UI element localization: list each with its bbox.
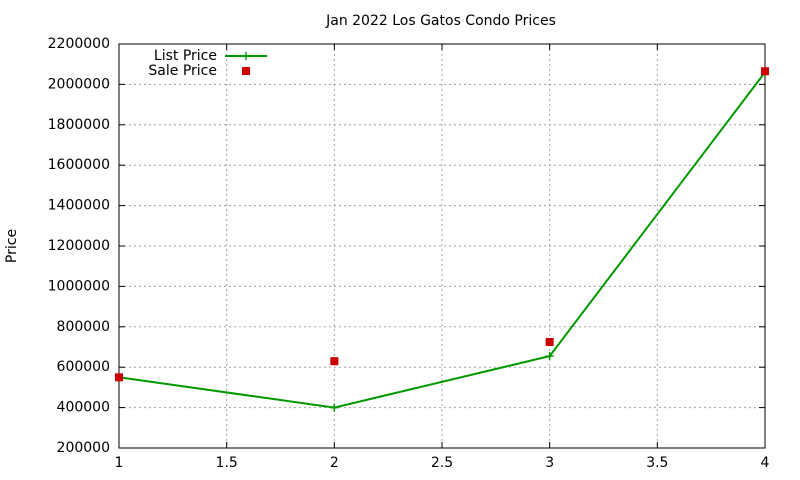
legend-swatch xyxy=(242,67,250,75)
y-tick-label: 1200000 xyxy=(48,238,110,254)
data-point xyxy=(330,357,339,366)
x-tick-label: 1 xyxy=(115,455,124,471)
data-point xyxy=(330,403,339,412)
y-tick-label: 2000000 xyxy=(48,76,110,92)
plot-frame xyxy=(118,43,766,449)
x-tick-label: 3.5 xyxy=(646,455,668,471)
y-tick-label: 400000 xyxy=(57,400,110,416)
x-tick-label: 2 xyxy=(330,455,339,471)
x-tick-label: 2.5 xyxy=(431,455,453,471)
data-point xyxy=(545,337,554,346)
x-tick-label: 1.5 xyxy=(216,455,238,471)
x-tick-label: 3 xyxy=(545,455,554,471)
y-tick-label: 200000 xyxy=(57,440,110,456)
y-tick-label: 1800000 xyxy=(48,117,110,133)
y-tick-label: 1600000 xyxy=(48,157,110,173)
legend-label: Sale Price xyxy=(148,63,217,79)
data-point xyxy=(761,67,769,76)
chart-title: Jan 2022 Los Gatos Condo Prices xyxy=(325,13,556,29)
y-tick-label: 800000 xyxy=(57,319,110,335)
y-axis-label: Price xyxy=(4,229,20,263)
y-tick-label: 1400000 xyxy=(48,198,110,214)
series-line xyxy=(118,71,766,409)
data-point xyxy=(115,373,123,382)
x-tick-label: 4 xyxy=(761,455,770,471)
y-tick-label: 2200000 xyxy=(48,36,110,52)
legend-label: List Price xyxy=(154,48,217,64)
data-point xyxy=(545,352,554,361)
y-tick-label: 1000000 xyxy=(48,278,110,294)
legend-swatch xyxy=(242,52,250,60)
y-tick-label: 600000 xyxy=(57,359,110,375)
